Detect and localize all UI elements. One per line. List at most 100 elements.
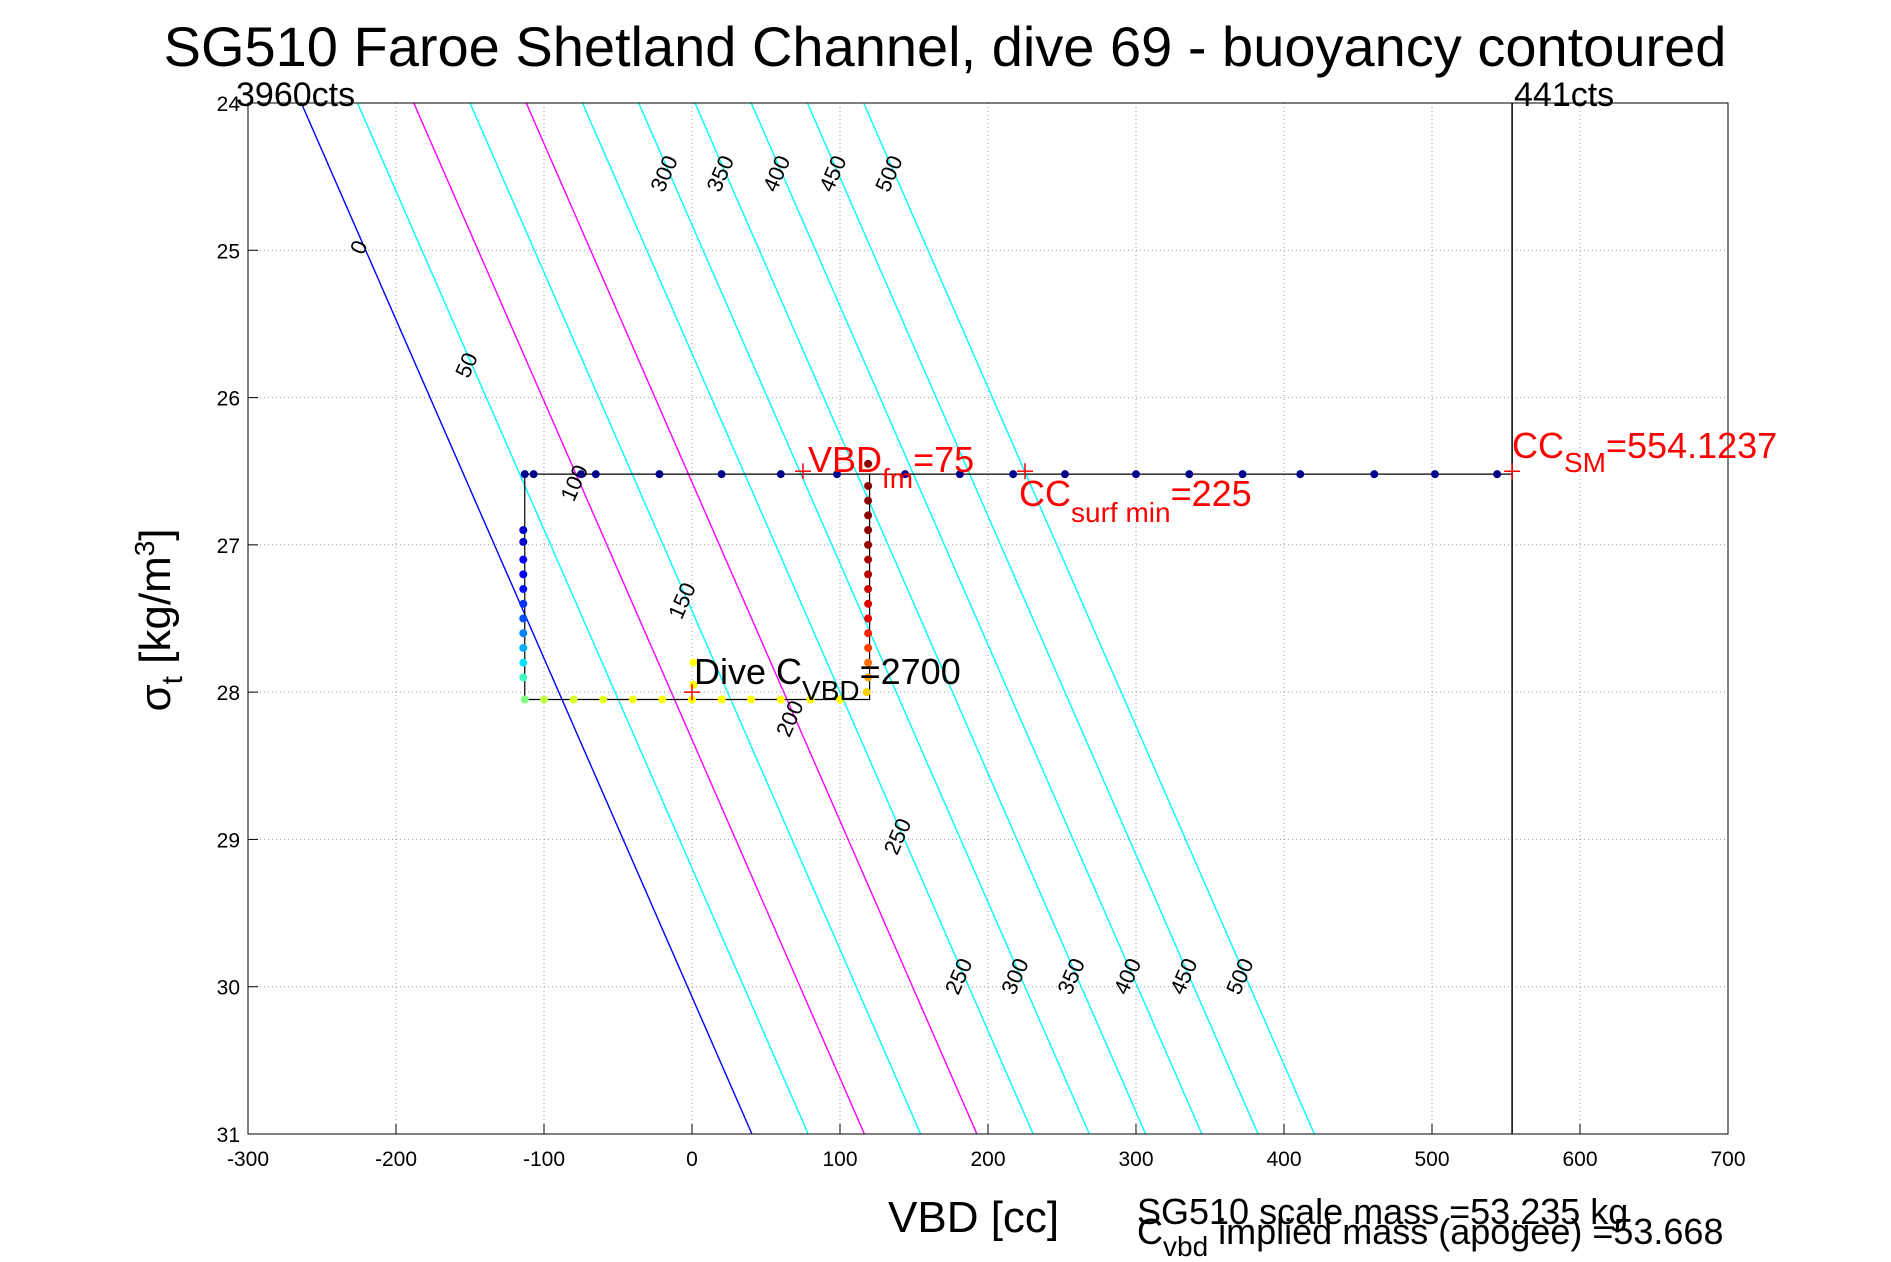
implied-mass-rest: implied mass (apogee) =53.668 xyxy=(1208,1211,1723,1252)
dive-point xyxy=(864,540,873,549)
dive-cvbd-annotation: Dive CVBD=2700 xyxy=(694,651,961,706)
x-tick-label: 200 xyxy=(970,1148,1005,1171)
dive-point xyxy=(864,599,873,608)
dive-point xyxy=(864,570,873,579)
top-left-count-label: 3960cts xyxy=(236,76,355,114)
dive-point xyxy=(864,555,873,564)
contour-line-450 xyxy=(806,103,1259,1134)
dive-point xyxy=(577,470,585,479)
dive-point xyxy=(833,470,842,479)
dive-point xyxy=(955,470,964,479)
y-axis: 24 25 26 27 28 29 30 31 xyxy=(217,93,258,1147)
contour-line-350 xyxy=(694,103,1147,1134)
implied-mass-note: Cvbd implied mass (apogee) =53.668 xyxy=(1137,1211,1723,1262)
dive-point xyxy=(864,614,873,623)
dive-point xyxy=(569,695,578,704)
dive-point xyxy=(1009,470,1018,479)
dive-point xyxy=(689,658,698,667)
cc-surf-min-sub: surf min xyxy=(1071,497,1171,528)
y-axis-label-unit: [kg/m xyxy=(131,556,180,676)
vbd-fm-annotation: VBDfm=75 xyxy=(808,439,974,494)
dive-point xyxy=(519,643,528,652)
grid xyxy=(248,103,1728,1134)
dive-point xyxy=(519,585,528,594)
dive-point xyxy=(519,629,528,638)
dive-point xyxy=(519,570,528,579)
dive-point xyxy=(776,695,785,704)
y-tick-label: 29 xyxy=(217,829,240,852)
dive-point xyxy=(591,470,600,479)
dive-point xyxy=(520,470,529,479)
dive-point xyxy=(519,599,528,608)
dive-point xyxy=(864,481,873,490)
y-axis-label-close: ] xyxy=(131,528,180,540)
dive-point xyxy=(864,629,873,638)
cc-sm-label: CC xyxy=(1512,425,1564,466)
dive-points xyxy=(519,459,1502,704)
dive-point xyxy=(1185,470,1194,479)
cc-surf-min-annotation: CCsurf min=225 xyxy=(1019,473,1252,528)
y-axis-label-main: σ xyxy=(131,684,180,711)
vbd-fm-sub: fm xyxy=(882,463,913,494)
dive-cvbd-label: Dive C xyxy=(694,651,802,692)
contour-line-200 xyxy=(525,103,978,1134)
dive-point xyxy=(519,555,528,564)
x-tick-label: 400 xyxy=(1266,1148,1301,1171)
density-contours xyxy=(300,103,1315,1134)
x-tick-label: -300 xyxy=(227,1148,269,1171)
cc-surf-min-label: CC xyxy=(1019,473,1071,514)
x-tick-label: -200 xyxy=(375,1148,417,1171)
dive-point xyxy=(864,673,873,682)
top-right-count-label: 441cts xyxy=(1514,76,1614,114)
dive-point xyxy=(717,695,726,704)
implied-mass-main: C xyxy=(1137,1211,1163,1252)
dive-point xyxy=(806,695,815,704)
x-tick-label: 300 xyxy=(1118,1148,1153,1171)
reference-markers xyxy=(684,463,1521,701)
dive-point xyxy=(747,695,756,704)
dive-point xyxy=(864,511,873,520)
dive-point xyxy=(836,695,844,704)
contour-line-250 xyxy=(581,103,1034,1134)
dive-point xyxy=(1430,470,1439,479)
dive-point xyxy=(1296,470,1305,479)
y-tick-label: 24 xyxy=(217,93,241,116)
x-tick-label: 100 xyxy=(822,1148,857,1171)
y-axis-label-sub: t xyxy=(156,675,189,684)
y-axis-label: σt [kg/m3] xyxy=(129,528,189,711)
dive-point xyxy=(864,526,873,535)
dive-point xyxy=(520,695,529,704)
contour-line-100 xyxy=(413,103,866,1134)
x-tick-label: 600 xyxy=(1562,1148,1597,1171)
dive-point xyxy=(864,496,873,505)
dive-point xyxy=(1060,470,1069,479)
dive-point xyxy=(529,470,538,479)
dive-point xyxy=(519,658,528,667)
dive-point xyxy=(864,585,873,594)
dive-cvbd-value: =2700 xyxy=(860,651,961,692)
x-axis: -300 -200 -100 0 100 200 300 400 500 600 700 xyxy=(227,1124,1746,1171)
contour-line-300 xyxy=(638,103,1091,1134)
x-tick-label: -100 xyxy=(523,1148,565,1171)
implied-mass-sub: vbd xyxy=(1163,1231,1208,1262)
chart-title: SG510 Faroe Shetland Channel, dive 69 - … xyxy=(164,15,1727,78)
dive-point xyxy=(862,688,871,697)
y-tick-label: 30 xyxy=(217,977,240,1000)
y-axis-label-sup: 3 xyxy=(129,541,160,557)
contour-line-150 xyxy=(469,103,922,1134)
vbd-fm-value: =75 xyxy=(913,439,974,480)
y-tick-label: 28 xyxy=(217,682,240,705)
dive-point xyxy=(1238,470,1247,479)
vbd-fm-label: VBD xyxy=(808,439,882,480)
dive-point xyxy=(655,470,664,479)
x-tick-label: 700 xyxy=(1710,1148,1745,1171)
y-tick-label: 26 xyxy=(217,388,240,411)
cc-surf-min-value: =225 xyxy=(1171,473,1252,514)
dive-point xyxy=(901,470,910,479)
cc-sm-sub: SM xyxy=(1564,447,1606,478)
contour-line-400 xyxy=(750,103,1203,1134)
dive-point xyxy=(540,695,548,704)
dive-point xyxy=(1370,470,1379,479)
